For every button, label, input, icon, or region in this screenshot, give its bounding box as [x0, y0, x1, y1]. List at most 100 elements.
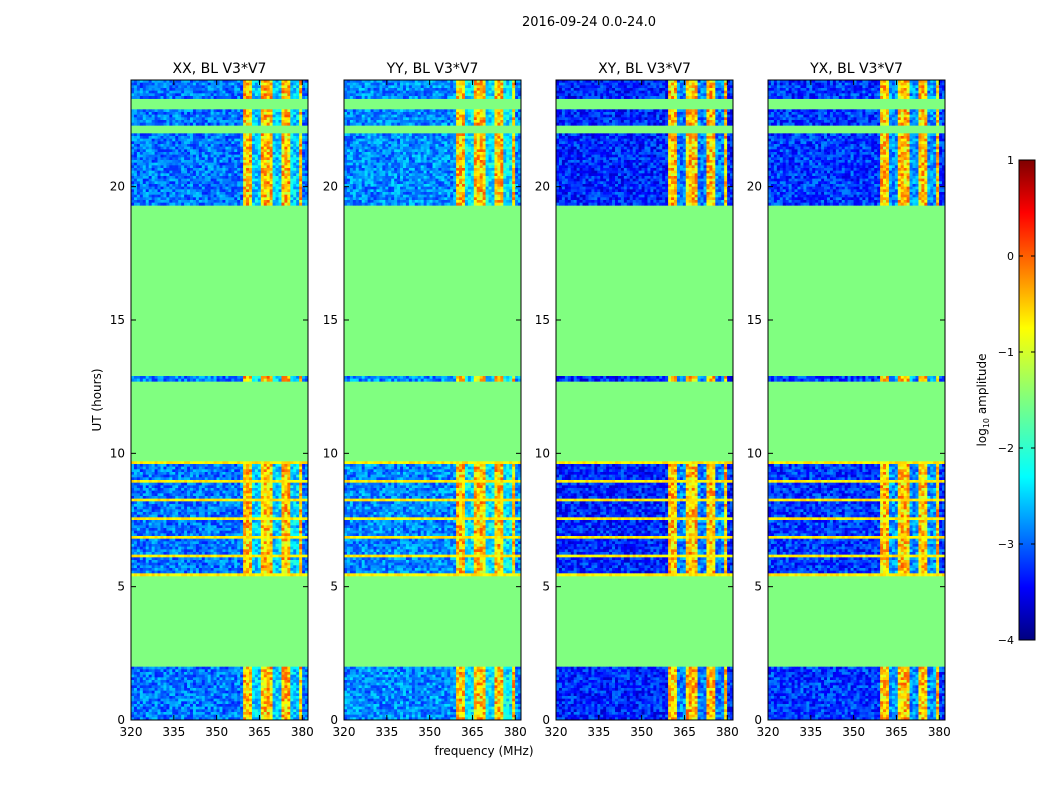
data-cell — [214, 491, 217, 494]
data-cell — [249, 192, 252, 195]
data-cell — [281, 184, 284, 187]
data-cell — [276, 507, 279, 510]
data-cell — [205, 472, 208, 475]
data-cell — [175, 515, 178, 518]
data-cell — [222, 464, 225, 467]
data-cell — [270, 109, 273, 112]
data-cell — [222, 475, 225, 478]
data-cell — [231, 485, 234, 488]
data-cell — [220, 88, 223, 91]
data-cell — [217, 93, 220, 96]
data-cell — [190, 93, 193, 96]
data-cell — [158, 528, 161, 531]
data-cell — [225, 472, 228, 475]
data-cell — [234, 88, 237, 91]
data-cell — [252, 197, 255, 200]
data-cell — [293, 464, 296, 467]
data-cell — [193, 147, 196, 150]
data-cell — [299, 203, 302, 206]
data-cell — [163, 171, 166, 174]
data-cell — [270, 549, 273, 552]
data-cell — [181, 171, 184, 174]
data-cell — [281, 123, 284, 126]
data-cell — [163, 123, 166, 126]
data-cell — [146, 93, 149, 96]
data-cell — [249, 83, 252, 86]
data-cell — [243, 203, 246, 206]
data-cell — [181, 133, 184, 136]
data-cell — [214, 139, 217, 142]
data-cell — [187, 203, 190, 206]
data-cell — [276, 547, 279, 550]
data-cell — [279, 496, 282, 499]
data-cell — [187, 525, 190, 528]
data-cell — [134, 568, 137, 571]
data-cell — [208, 136, 211, 139]
data-cell — [175, 477, 178, 480]
data-cell — [258, 552, 261, 555]
data-cell — [152, 83, 155, 86]
data-cell — [208, 117, 211, 120]
data-cell — [264, 509, 267, 512]
data-cell — [193, 512, 196, 515]
data-cell — [184, 496, 187, 499]
data-cell — [264, 539, 267, 542]
data-cell — [134, 565, 137, 568]
data-cell — [178, 469, 181, 472]
data-cell — [184, 96, 187, 99]
data-cell — [163, 504, 166, 507]
data-cell — [299, 493, 302, 496]
data-cell — [202, 541, 205, 544]
data-cell — [231, 525, 234, 528]
data-cell — [240, 181, 243, 184]
data-cell — [143, 200, 146, 203]
data-cell — [261, 565, 264, 568]
data-cell — [158, 173, 161, 176]
data-cell — [190, 467, 193, 470]
data-cell — [187, 475, 190, 478]
data-cell — [220, 555, 223, 558]
data-cell — [284, 499, 287, 502]
data-cell — [228, 91, 231, 94]
data-cell — [299, 96, 302, 99]
data-cell — [234, 507, 237, 510]
data-cell — [146, 517, 149, 520]
data-cell — [181, 464, 184, 467]
data-cell — [208, 155, 211, 158]
data-cell — [172, 139, 175, 142]
data-cell — [290, 160, 293, 163]
data-cell — [243, 120, 246, 123]
data-cell — [279, 480, 282, 483]
data-cell — [166, 160, 169, 163]
data-cell — [161, 563, 164, 566]
data-cell — [202, 152, 205, 155]
data-cell — [205, 165, 208, 168]
data-cell — [202, 565, 205, 568]
data-cell — [205, 467, 208, 470]
data-cell — [137, 109, 140, 112]
data-cell — [270, 157, 273, 160]
data-cell — [279, 120, 282, 123]
data-cell — [172, 501, 175, 504]
data-cell — [287, 195, 290, 198]
data-cell — [261, 157, 264, 160]
data-cell — [302, 376, 305, 379]
data-cell — [258, 200, 261, 203]
data-cell — [302, 515, 305, 518]
data-cell — [169, 501, 172, 504]
data-cell — [228, 523, 231, 526]
data-cell — [169, 469, 172, 472]
data-cell — [208, 523, 211, 526]
data-cell — [237, 568, 240, 571]
data-cell — [222, 480, 225, 483]
data-cell — [161, 509, 164, 512]
data-cell — [234, 155, 237, 158]
data-cell — [270, 523, 273, 526]
data-cell — [178, 200, 181, 203]
data-cell — [205, 504, 208, 507]
data-cell — [199, 461, 202, 464]
data-cell — [190, 555, 193, 558]
data-cell — [240, 379, 243, 382]
data-cell — [196, 472, 199, 475]
data-cell — [225, 501, 228, 504]
